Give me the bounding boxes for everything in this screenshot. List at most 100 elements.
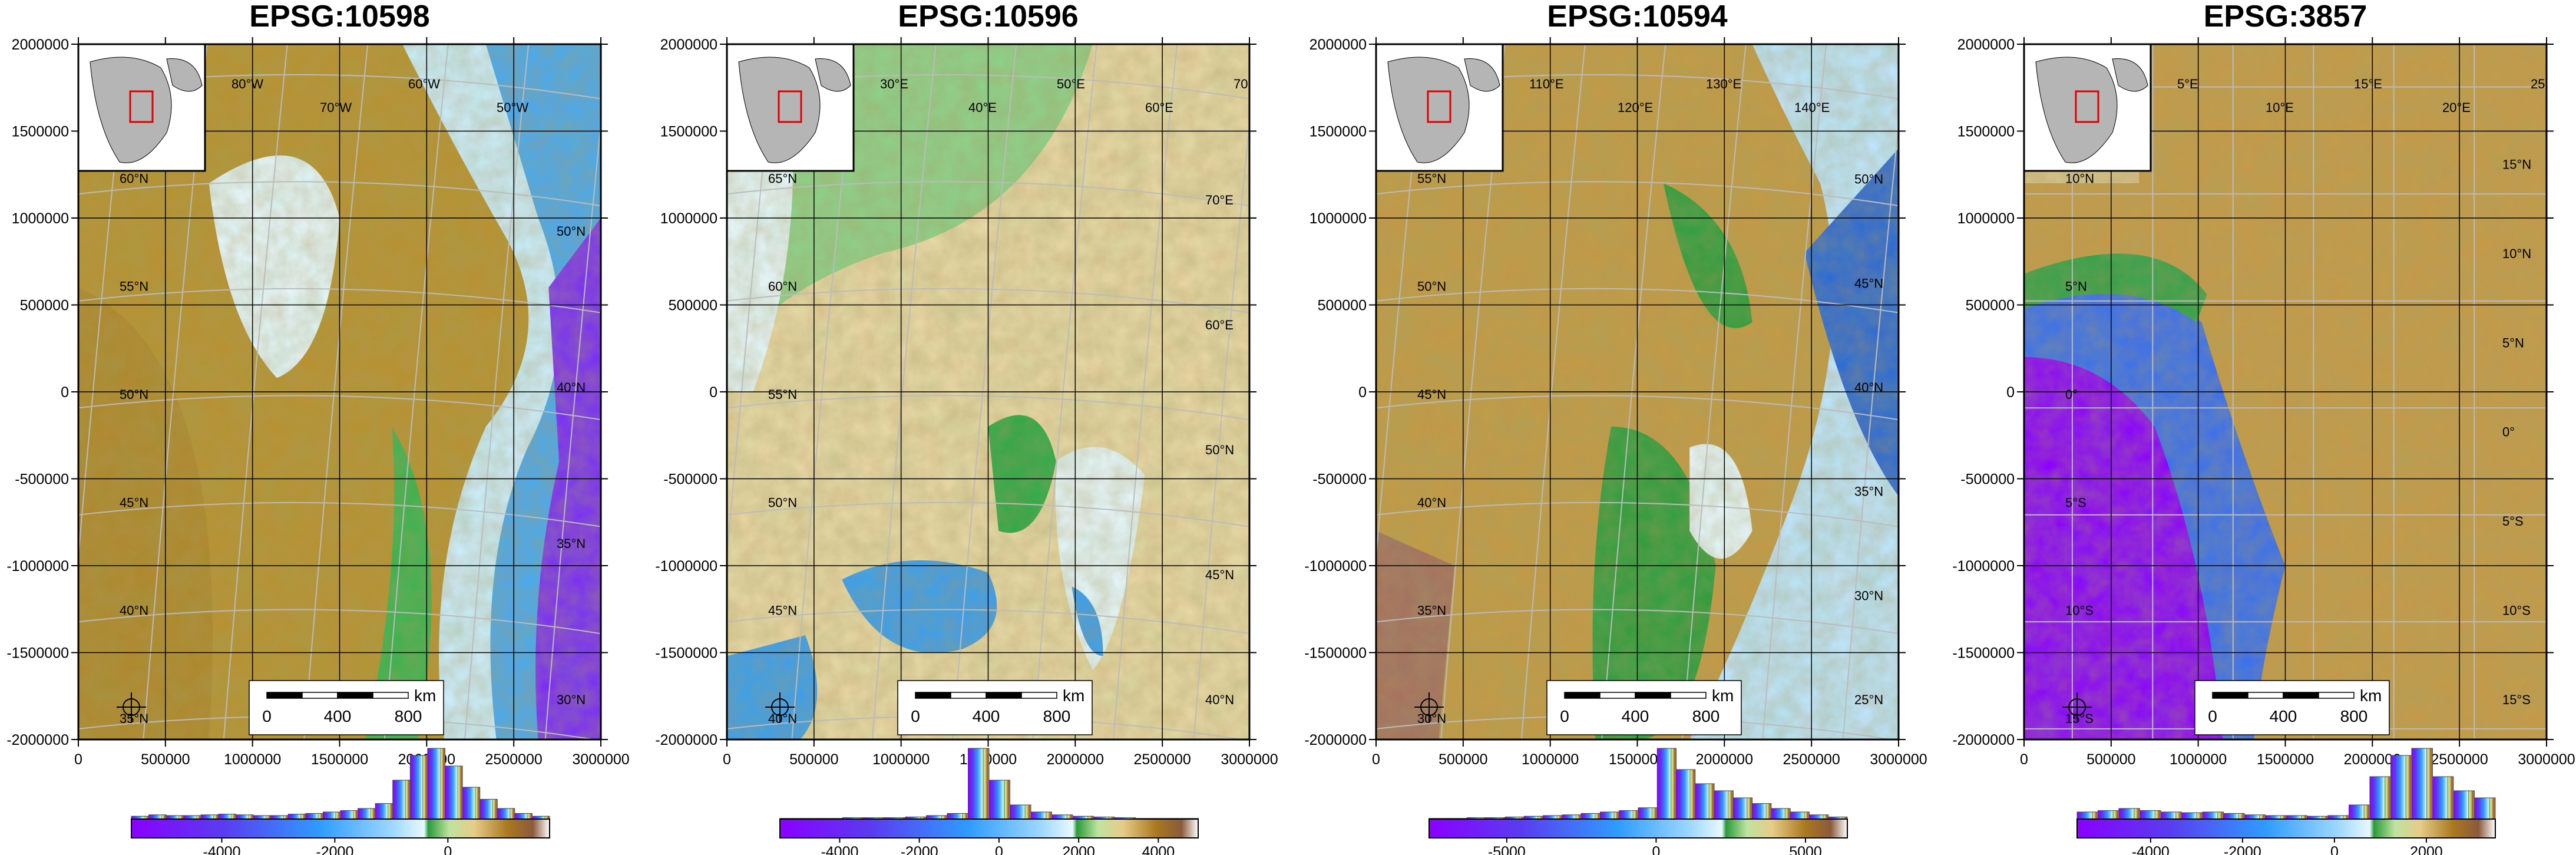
x-tick-label: 0: [1372, 751, 1380, 768]
y-tick-label: 1000000: [1310, 210, 1367, 227]
x-tick-label: 1000000: [224, 751, 281, 768]
meridian-label: 20°E: [2442, 100, 2471, 115]
meridian-label: 140°E: [1794, 100, 1830, 115]
histogram-bar: [1619, 810, 1639, 820]
scale-bar-label: 400: [1622, 707, 1649, 725]
inset-land: [166, 58, 203, 92]
map-area: 30°N 35°N 40°N 45°N 50°N 55°N 25°N 30°N 35°N 40°N…: [1376, 44, 1899, 740]
map-panel: 35°N 40°N 45°N 50°N 55°N 60°N 30°N 35°N 40°N 50°N…: [6, 0, 629, 855]
histogram-bar: [1771, 808, 1791, 820]
inset-land: [2112, 58, 2148, 92]
colorbar: -5000 0 5000: [1428, 748, 1848, 855]
parallel-label: 60°N: [768, 279, 797, 294]
panel-title: EPSG:10596: [898, 0, 1078, 34]
x-tick-label: 1000000: [1522, 751, 1579, 768]
x-tick-label: 2500000: [2431, 751, 2488, 768]
scale-bar-segment: [302, 692, 338, 699]
histogram-bar: [287, 814, 306, 820]
histogram-bar: [322, 811, 341, 820]
y-tick-label: 0: [61, 384, 69, 401]
x-tick-label: 2500000: [485, 751, 543, 768]
scale-bar-segment: [337, 692, 373, 699]
colorbar-tick-label: 0: [1652, 844, 1660, 855]
scale-bar-segment: [2283, 692, 2319, 699]
scale-bar-label: 400: [973, 707, 1000, 725]
scale-bar-box: [897, 680, 1093, 735]
histogram-bar: [358, 808, 376, 820]
x-tick-label: 500000: [789, 751, 838, 768]
parallel-label: 55°N: [768, 387, 797, 402]
histogram-bar: [1010, 804, 1031, 820]
scale-bar-label: 0: [2208, 707, 2217, 725]
y-tick-label: -1000000: [655, 558, 717, 575]
parallel-label: 5°N: [2502, 335, 2524, 350]
histogram-bar: [2453, 790, 2475, 820]
meridian-label: 50°E: [1057, 77, 1085, 91]
map-area: 15°S 10°S 5°S 0° 5°N 10°N 15°S 10°S 5°S 0° 5°N 10°N…: [2024, 44, 2547, 740]
x-tick-label: 500000: [141, 751, 190, 768]
scale-bar-box: [1546, 680, 1742, 735]
colorbar-tick-label: 4000: [1142, 844, 1175, 855]
scale-bar: 0 400 800 km: [249, 680, 444, 735]
x-tick-label: 3000000: [1221, 751, 1278, 768]
colorbar-tick-label: -2000: [901, 844, 938, 855]
parallel-label: 50°N: [1854, 172, 1883, 187]
x-tick-label: 1500000: [311, 751, 368, 768]
histogram-bar: [218, 814, 236, 820]
colorbar-tick-label: 2000: [2410, 844, 2443, 855]
colorbar-tick-label: 0: [2330, 844, 2339, 855]
histogram-bar: [1562, 814, 1582, 820]
histogram-bar: [1599, 811, 1620, 820]
parallel-label: 5°S: [2502, 514, 2524, 529]
meridian-label: 10°E: [2266, 100, 2294, 115]
histogram-bar: [148, 814, 167, 820]
y-tick-label: 2000000: [660, 37, 717, 53]
histogram-bar: [340, 810, 359, 820]
scale-bar-segment: [2318, 692, 2355, 699]
parallel-label: 50°N: [1417, 279, 1446, 294]
y-tick-label: 2000000: [1310, 37, 1367, 53]
scale-bar-box: [2194, 680, 2390, 735]
scale-bar: 0 400 800 km: [2194, 680, 2390, 735]
parallel-label: 60°E: [1205, 318, 1234, 332]
x-tick-label: 0: [2020, 751, 2028, 768]
histogram-bar: [1808, 814, 1829, 820]
scale-bar-segment: [1599, 692, 1636, 699]
parallel-label: 35°N: [557, 536, 586, 551]
parallel-label: 70°E: [1205, 193, 1234, 207]
y-tick-label: 0: [2006, 384, 2015, 401]
x-tick-label: 2000000: [1047, 751, 1104, 768]
meridian-label: 110°E: [1529, 77, 1564, 91]
parallel-label: 55°N: [1417, 171, 1446, 186]
scale-bar: 0 400 800 km: [897, 680, 1093, 735]
inset-map: [2024, 44, 2152, 172]
inset-region-box: [129, 90, 154, 123]
scale-bar-segment: [266, 692, 303, 699]
inset-map: [727, 44, 855, 172]
parallel-label: 10°S: [2065, 603, 2094, 618]
histogram-bar: [2349, 804, 2370, 820]
scale-bar-label: 0: [911, 707, 920, 725]
histogram-bar: [2076, 811, 2098, 820]
inset-region-box: [1427, 90, 1451, 123]
scale-bar-segment: [1564, 692, 1601, 699]
colorbar-tick-label: 0: [995, 844, 1003, 855]
parallel-label: 15°S: [2065, 711, 2094, 726]
parallel-label: 35°N: [120, 711, 148, 726]
parallel-label: 45°N: [1417, 387, 1446, 402]
scale-bar-segment: [915, 692, 951, 699]
scale-bar-segment: [1021, 692, 1057, 699]
parallel-label: 25°N: [1854, 692, 1883, 707]
histogram-bar: [1790, 811, 1810, 820]
histogram-bar: [988, 780, 1010, 820]
parallel-label: 50°N: [1205, 443, 1234, 457]
x-tick-label: 0: [74, 751, 82, 768]
y-tick-label: 1500000: [1957, 124, 2015, 140]
histogram-bar: [427, 748, 446, 820]
x-tick-label: 1500000: [2257, 751, 2314, 768]
parallel-label: 50°N: [768, 495, 797, 510]
colorbar-scale: [2076, 818, 2496, 839]
histogram-bar: [445, 765, 463, 820]
scale-bar-unit: km: [2360, 686, 2382, 705]
histogram-bar: [305, 813, 323, 820]
